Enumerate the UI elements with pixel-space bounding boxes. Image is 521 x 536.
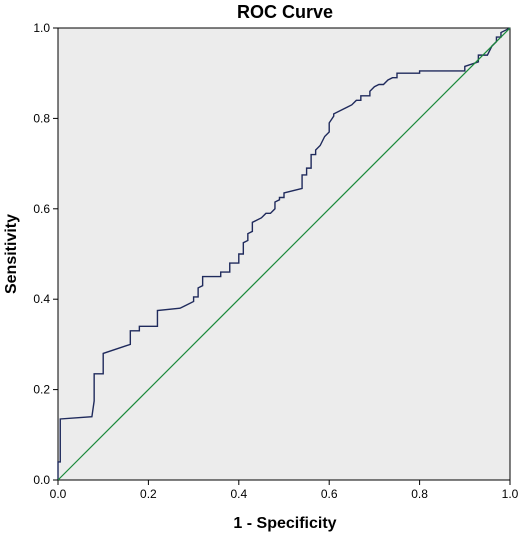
reference-diagonal-line bbox=[57, 27, 511, 481]
x-tick-label: 1.0 bbox=[502, 487, 519, 501]
y-tick-label: 0.6 bbox=[33, 202, 50, 216]
chart-title: ROC Curve bbox=[237, 2, 333, 22]
y-tick-label: 0.4 bbox=[33, 292, 50, 306]
y-tick-label: 0.2 bbox=[33, 383, 50, 397]
x-tick-label: 0.8 bbox=[411, 487, 428, 501]
x-axis-label: 1 - Specificity bbox=[233, 515, 336, 532]
roc-curve-line bbox=[57, 27, 511, 480]
y-tick-label: 0.0 bbox=[33, 473, 50, 487]
y-tick-label: 1.0 bbox=[33, 21, 50, 35]
y-axis-label: Sensitivity bbox=[3, 214, 20, 294]
y-tick-label: 0.8 bbox=[33, 111, 50, 125]
x-tick-label: 0.0 bbox=[50, 487, 67, 501]
x-tick-label: 0.6 bbox=[321, 487, 338, 501]
x-tick-label: 0.4 bbox=[230, 487, 247, 501]
x-tick-label: 0.2 bbox=[140, 487, 157, 501]
